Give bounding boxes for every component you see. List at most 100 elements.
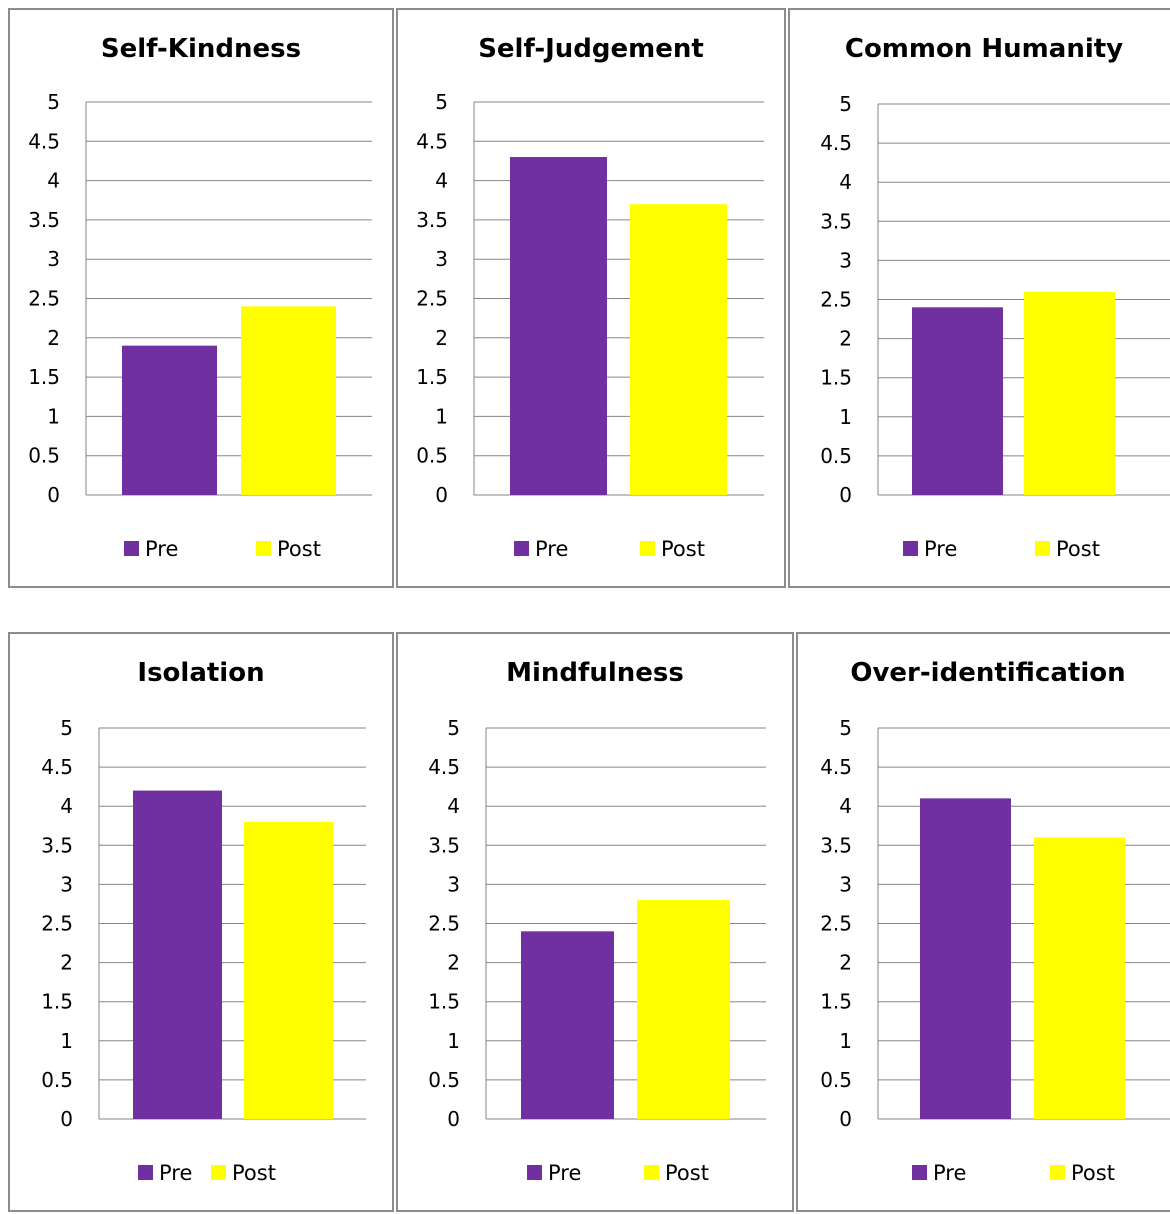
- y-tick-label: 0: [435, 483, 448, 507]
- bar-post: [1024, 291, 1115, 495]
- y-tick-label: 1.5: [28, 365, 60, 389]
- y-tick-label: 3: [60, 872, 73, 896]
- y-tick-label: 2.5: [820, 288, 852, 312]
- chart-panel-mindfulness: Mindfulness 0 0.5 1 1.5 2 2.5 3 3.5 4 4.5 5 Pre Post: [396, 632, 794, 1212]
- y-tick-label: 3.5: [41, 833, 73, 857]
- y-tick-label: 3: [435, 247, 448, 271]
- chart-title: Common Humanity: [844, 34, 1124, 64]
- y-tick-label: 0: [47, 483, 60, 507]
- y-tick-label: 5: [839, 716, 852, 740]
- y-tick-label: 0.5: [41, 1068, 73, 1092]
- chart-panel-isolation: Isolation 0 0.5 1 1.5 2 2.5 3 3.5 4 4.5 5 Pre Post: [8, 632, 394, 1212]
- chart-title: Self-Judgement: [478, 34, 704, 64]
- legend-swatch-pre: [514, 541, 529, 556]
- bar-pre: [920, 798, 1011, 1119]
- y-tick-label: 4: [447, 794, 460, 818]
- y-tick-label: 4.5: [820, 131, 852, 155]
- y-tick-label: 0.5: [820, 444, 852, 468]
- y-tick-label: 0: [839, 483, 852, 507]
- bar-post: [637, 900, 730, 1119]
- y-tick-label: 1: [839, 405, 852, 429]
- legend-swatch-pre: [138, 1165, 153, 1180]
- legend-swatch-post: [644, 1165, 659, 1180]
- chart-plot: 0 0.5 1 1.5 2 2.5 3 3.5 4 4.5 5 Pre Post: [28, 90, 372, 561]
- y-tick-label: 0: [60, 1107, 73, 1131]
- legend-swatch-pre: [912, 1165, 927, 1180]
- y-tick-label: 0.5: [416, 444, 448, 468]
- chart-panel-over-identification: Over-identification 0 0.5 1 1.5 2 2.5 3 3.5 4 4.5…: [796, 632, 1170, 1212]
- y-tick-label: 2: [839, 951, 852, 975]
- y-tick-label: 1.5: [820, 366, 852, 390]
- y-tick-label: 0.5: [820, 1068, 852, 1092]
- y-tick-label: 5: [47, 90, 60, 114]
- bar-post: [630, 204, 727, 495]
- chart-panel-common-humanity: Common Humanity 0 0.5 1 1.5 2 2.5 3 3.5 4 4.5 5 Pre…: [788, 8, 1170, 588]
- y-tick-label: 4.5: [820, 755, 852, 779]
- y-tick-label: 2.5: [28, 287, 60, 311]
- legend-swatch-post: [640, 541, 655, 556]
- y-tick-label: 4: [47, 169, 60, 193]
- y-tick-label: 5: [435, 90, 448, 114]
- y-tick-label: 3.5: [820, 833, 852, 857]
- y-tick-label: 4.5: [428, 755, 460, 779]
- y-tick-label: 3: [839, 872, 852, 896]
- y-tick-label: 0: [839, 1107, 852, 1131]
- chart-plot: 0 0.5 1 1.5 2 2.5 3 3.5 4 4.5 5 Pre Post: [820, 716, 1170, 1185]
- chart-panel-self-judgement: Self-Judgement 0 0.5 1 1.5 2 2.5 3 3.5 4 4.5 5 Pre P…: [396, 8, 786, 588]
- chart-plot: 0 0.5 1 1.5 2 2.5 3 3.5 4 4.5 5 Pre Post: [416, 90, 764, 561]
- y-tick-label: 1.5: [41, 990, 73, 1014]
- y-tick-label: 1: [47, 404, 60, 428]
- y-tick-label: 0.5: [28, 444, 60, 468]
- y-tick-label: 0.5: [428, 1068, 460, 1092]
- bar-pre: [521, 931, 614, 1119]
- legend-swatch-post: [1050, 1165, 1065, 1180]
- legend-label-pre: Pre: [548, 1161, 581, 1185]
- bar-post: [241, 306, 336, 495]
- y-tick-label: 3: [839, 248, 852, 272]
- y-tick-label: 1.5: [428, 990, 460, 1014]
- legend-label-pre: Pre: [933, 1161, 966, 1185]
- y-tick-label: 2.5: [428, 912, 460, 936]
- y-tick-label: 2: [435, 326, 448, 350]
- y-tick-label: 4.5: [416, 129, 448, 153]
- legend-swatch-pre: [903, 541, 918, 556]
- legend-swatch-post: [256, 541, 271, 556]
- legend-swatch-pre: [527, 1165, 542, 1180]
- chart-title: Over-identification: [850, 658, 1126, 688]
- y-tick-label: 2.5: [416, 287, 448, 311]
- chart-plot: 0 0.5 1 1.5 2 2.5 3 3.5 4 4.5 5 Pre Post: [41, 716, 366, 1185]
- y-tick-label: 2: [839, 327, 852, 351]
- legend-label-post: Post: [1071, 1161, 1115, 1185]
- y-tick-label: 2: [60, 951, 73, 975]
- legend-swatch-post: [1035, 541, 1050, 556]
- y-tick-label: 5: [839, 92, 852, 116]
- legend-label-pre: Pre: [159, 1161, 192, 1185]
- bar-pre: [912, 307, 1003, 495]
- y-tick-label: 4: [839, 170, 852, 194]
- legend-label-post: Post: [665, 1161, 709, 1185]
- y-tick-label: 2.5: [820, 912, 852, 936]
- y-tick-label: 3: [447, 872, 460, 896]
- bar-pre: [510, 157, 607, 495]
- bar-post: [244, 821, 333, 1119]
- y-tick-label: 1: [447, 1029, 460, 1053]
- y-tick-label: 1.5: [820, 990, 852, 1014]
- y-tick-label: 3: [47, 247, 60, 271]
- y-tick-label: 4.5: [41, 755, 73, 779]
- legend-label-post: Post: [232, 1161, 276, 1185]
- legend-swatch-post: [211, 1165, 226, 1180]
- y-tick-label: 4: [60, 794, 73, 818]
- chart-title: Self-Kindness: [100, 34, 302, 64]
- legend-label-post: Post: [277, 537, 321, 561]
- y-tick-label: 3.5: [28, 208, 60, 232]
- y-tick-label: 4: [435, 169, 448, 193]
- y-tick-label: 3.5: [416, 208, 448, 232]
- y-tick-label: 2.5: [41, 912, 73, 936]
- y-tick-label: 1: [60, 1029, 73, 1053]
- chart-plot: 0 0.5 1 1.5 2 2.5 3 3.5 4 4.5 5 Pre Post: [428, 716, 766, 1185]
- y-tick-label: 4: [839, 794, 852, 818]
- legend-label-pre: Pre: [535, 537, 568, 561]
- chart-panel-self-kindness: Self-Kindness 0 0.5 1 1.5 2 2.5 3 3.5 4 4.5 5 Pre Po…: [8, 8, 394, 588]
- y-tick-label: 5: [60, 716, 73, 740]
- legend-label-pre: Pre: [145, 537, 178, 561]
